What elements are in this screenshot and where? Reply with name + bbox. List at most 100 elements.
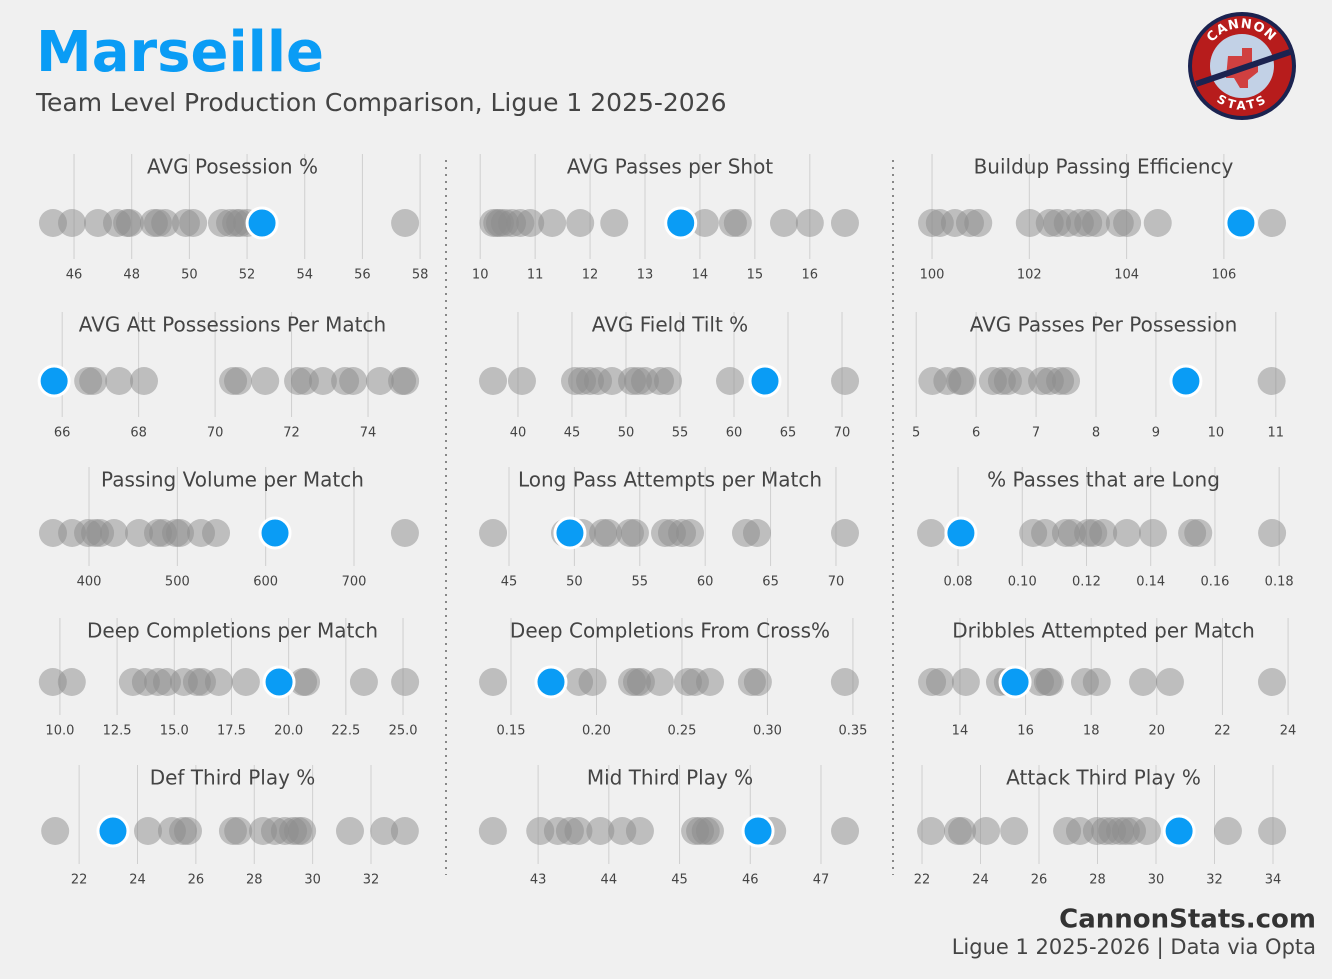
dot [831,367,860,395]
dot [479,519,508,547]
dot [830,668,859,696]
x-tick-label: 0.30 [753,724,782,739]
dot [391,367,420,395]
x-tick-label: 32 [1206,873,1223,888]
dot [625,817,654,845]
panel-title: Mid Third Play % [587,766,753,790]
x-tick-label: 7 [1032,426,1040,441]
dot [105,367,134,395]
panel-title: AVG Field Tilt % [592,313,748,337]
dot [600,209,629,237]
panel-title: AVG Passes per Shot [567,155,773,179]
x-tick-label: 65 [762,575,779,590]
highlight-dot [262,665,296,699]
x-tick-label: 500 [165,575,190,590]
dot [1143,209,1172,237]
x-tick-label: 0.35 [838,724,867,739]
dot [391,668,420,696]
highlight-dot [245,206,279,240]
panel-title: AVG Posession % [147,155,318,179]
dot [696,668,725,696]
dot [917,817,946,845]
panel-title: % Passes that are Long [987,468,1220,492]
x-tick-label: 46 [66,268,83,283]
dot [57,668,86,696]
x-tick-label: 47 [813,873,830,888]
dot [620,519,649,547]
dot [951,668,980,696]
x-tick-label: 26 [188,873,205,888]
x-tick-label: 14 [692,268,709,283]
dot [1081,209,1110,237]
x-tick-label: 0.10 [1008,575,1037,590]
x-tick-label: 0.20 [582,724,611,739]
dot [723,209,752,237]
highlight-dot [664,206,698,240]
dot [308,367,337,395]
x-tick-label: 45 [671,873,688,888]
x-tick-label: 6 [972,426,980,441]
logo-bottom: STATS [1215,91,1267,112]
dot [830,519,859,547]
dot [1015,209,1044,237]
dot [831,817,860,845]
highlight-dot [741,814,775,848]
dot [597,367,626,395]
x-tick-label: 0.14 [1136,575,1165,590]
dot [1113,209,1142,237]
dot [100,519,129,547]
dot [507,367,536,395]
dot [972,817,1001,845]
dot [654,367,683,395]
dot [370,817,399,845]
highlight-dot [1162,814,1196,848]
x-tick-label: 12.5 [103,724,132,739]
x-tick-label: 600 [253,575,278,590]
dot [231,668,260,696]
dot [1129,668,1158,696]
dot [1031,519,1060,547]
dot [173,817,202,845]
x-tick-label: 30 [304,873,321,888]
x-tick-label: 18 [1083,724,1100,739]
dot [795,209,824,237]
dot [742,519,771,547]
dot [1257,668,1286,696]
dot [391,209,420,237]
x-tick-label: 34 [1265,873,1282,888]
panel-title: Passing Volume per Match [101,468,364,492]
x-tick-label: 40 [510,426,527,441]
dot [335,817,364,845]
dot [133,817,162,845]
x-tick-label: 74 [360,426,377,441]
x-tick-label: 45 [564,426,581,441]
dot [365,367,394,395]
dot [743,668,772,696]
x-tick-label: 30 [1148,873,1165,888]
x-tick-label: 12 [582,268,599,283]
dot [716,367,745,395]
dot [224,367,253,395]
dot [179,209,208,237]
x-tick-label: 400 [77,575,102,590]
x-tick-label: 8 [1092,426,1100,441]
x-tick-label: 100 [920,268,945,283]
dot [645,668,674,696]
highlight-dot [37,364,71,398]
x-tick-label: 0.25 [667,724,696,739]
dot [830,209,859,237]
dot [1132,817,1161,845]
highlight-dot [944,516,978,550]
dot [1000,817,1029,845]
x-tick-label: 68 [130,426,147,441]
x-tick-label: 22.5 [331,724,360,739]
dot [676,519,705,547]
x-tick-label: 0.08 [944,575,973,590]
x-tick-label: 10 [1208,426,1225,441]
x-tick-label: 20.0 [274,724,303,739]
dot [1155,668,1184,696]
footer-note: Ligue 1 2025-2026 | Data via Opta [952,935,1316,960]
x-tick-label: 700 [342,575,367,590]
dot [1257,367,1286,395]
